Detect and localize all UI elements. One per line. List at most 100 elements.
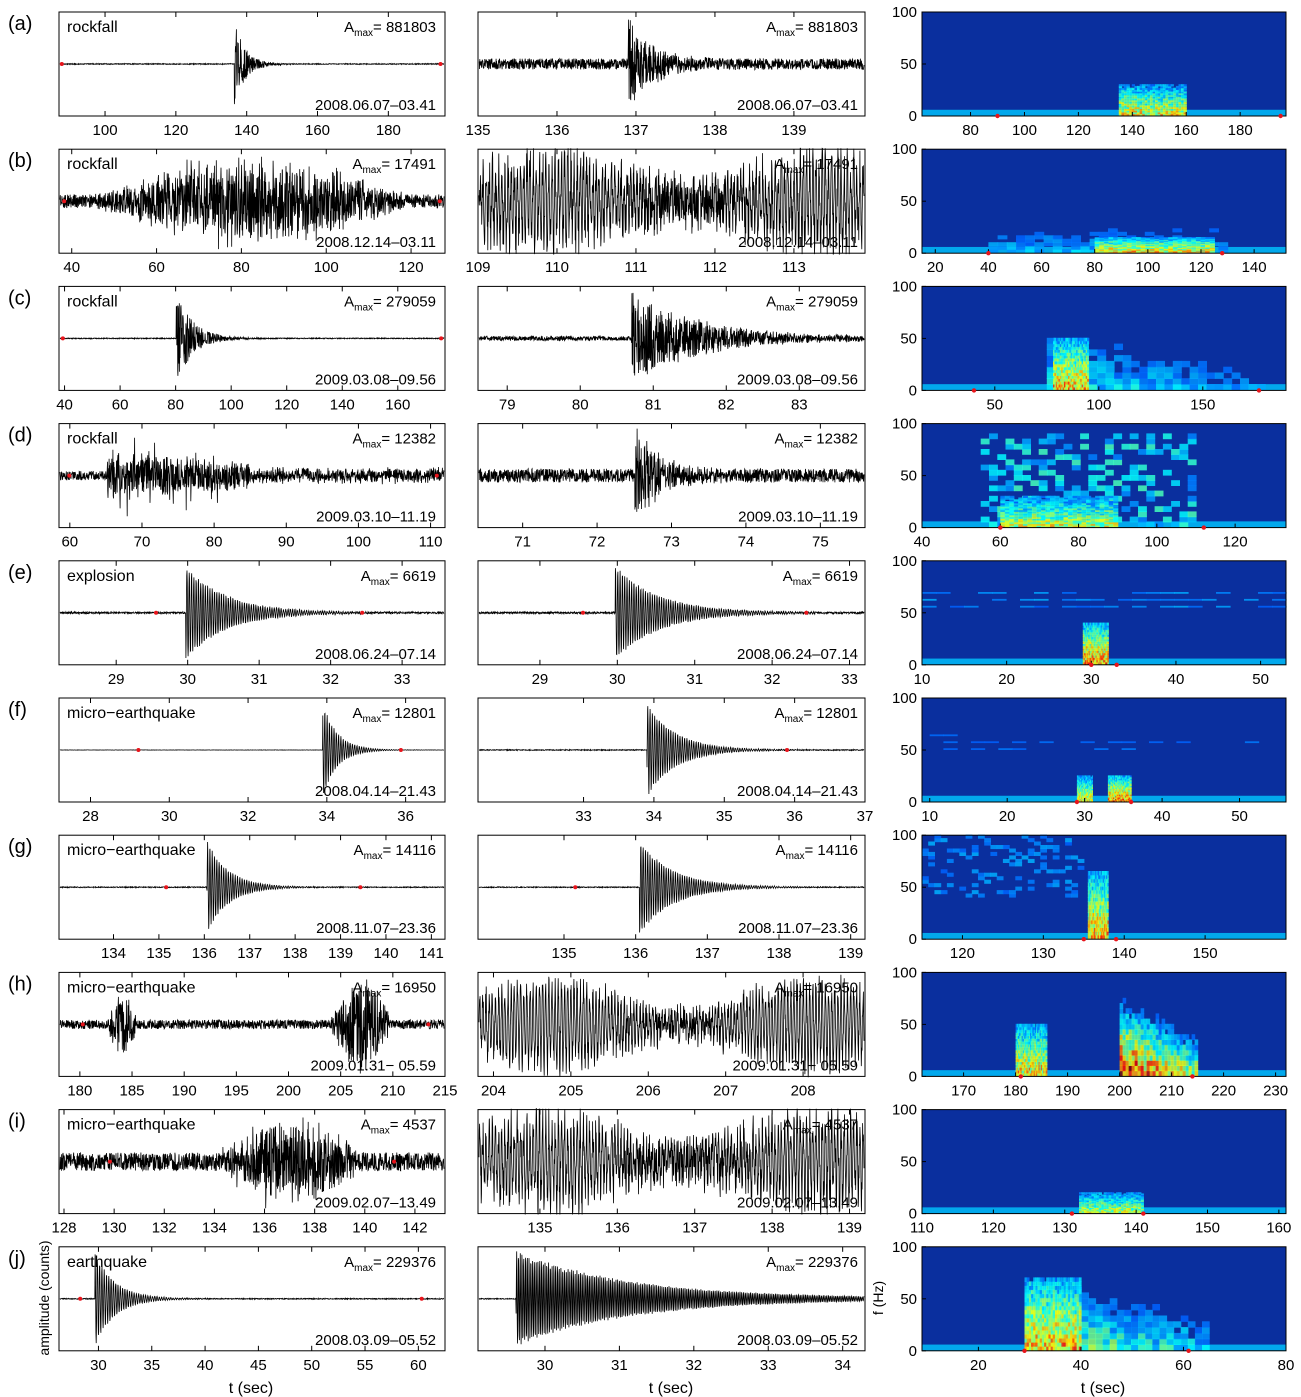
panel-e-full-amax: Amax= 6619: [361, 568, 436, 588]
panel-c-zoom-date: 2009.03.08–09.56: [737, 371, 858, 388]
panel-e-spec-xticklabel-30: 30: [1083, 671, 1100, 688]
panel-f-spec-xticklabel-10: 10: [921, 808, 938, 825]
panel-j-full-date: 2008.03.09–05.52: [315, 1332, 436, 1349]
panel-i-spec-yticklabel-100: 100: [892, 1102, 917, 1119]
panel-b-spec-yticklabel-100: 100: [892, 141, 917, 158]
panel-h-zoom-ticklabel-205: 205: [558, 1082, 583, 1099]
panel-h-zoom-trace: [478, 974, 865, 1078]
panel-j-full-ticklabel-60: 60: [410, 1357, 427, 1374]
panel-f-spec-yticklabel-50: 50: [900, 742, 917, 759]
panel-b-full-ticklabel-80: 80: [233, 259, 250, 276]
panel-f-spec-xticklabel-20: 20: [999, 808, 1016, 825]
panel-d-spec-xticklabel-120: 120: [1223, 534, 1248, 551]
panel-a-spec-xticklabel-100: 100: [1012, 122, 1037, 139]
panel-f-zoom-date: 2008.04.14–21.43: [737, 783, 858, 800]
panel-a-full-trace-marker-0: [59, 62, 64, 66]
panel-f-spec-yticklabel-100: 100: [892, 690, 917, 707]
panel-j-zoom-amax: Amax= 229376: [766, 1254, 858, 1274]
panel-a-spec-yticklabel-0: 0: [909, 108, 917, 125]
panel-e-full-ticklabel-31: 31: [251, 671, 268, 688]
panel-f-full-amax: Amax= 12801: [352, 705, 436, 725]
panel-i-spec-xticklabel-150: 150: [1195, 1220, 1220, 1237]
panel-f-spec-cells: [929, 734, 1260, 802]
panel-b-zoom-ticklabel-111: 111: [625, 259, 648, 276]
panel-d-event-label: rockfall: [67, 431, 118, 448]
panel-g-spec-yticklabel-50: 50: [900, 879, 917, 896]
panel-b-spec-xticklabel-140: 140: [1242, 259, 1267, 276]
panel-d-full-ticklabel-110: 110: [419, 534, 443, 551]
panel-e-event-label: explosion: [67, 568, 135, 585]
panel-i-spec-marker-1: [1141, 1211, 1146, 1216]
panel-c-full-ticklabel-160: 160: [385, 396, 410, 413]
panel-f-spec-xticklabel-50: 50: [1231, 808, 1248, 825]
panel-g-zoom-amax: Amax= 14116: [776, 842, 858, 862]
panel-a-full-ticklabel-160: 160: [305, 122, 330, 139]
panel-h-zoom-ticklabel-208: 208: [791, 1082, 816, 1099]
panel-j-full-ticklabel-40: 40: [197, 1357, 214, 1374]
panel-a-zoom-ticklabel-138: 138: [702, 122, 727, 139]
panel-c-full-trace: [59, 303, 445, 376]
panel-g-zoom-trace: [478, 846, 865, 933]
panel-h-spec-lowband: [922, 1070, 1286, 1077]
panel-a-full-trace: [59, 29, 445, 105]
panel-b-full-trace-marker-1: [437, 199, 442, 204]
panel-d-zoom-ticklabel-73: 73: [663, 534, 680, 551]
panel-b-zoom-ticklabel-112: 112: [703, 259, 727, 276]
panel-i-full-trace-marker-1: [392, 1159, 397, 1164]
panel-e-full-ticklabel-30: 30: [179, 671, 196, 688]
panel-j-full-trace: [59, 1254, 445, 1344]
panel-c-spec-marker-1: [1256, 388, 1262, 393]
panel-j-spec-xticklabel-20: 20: [970, 1357, 987, 1374]
panel-e-waveform-full: 29 30 31 32 33 explosion Amax= 6619 2008.06.24–…: [58, 560, 446, 688]
panel-d-full-ticklabel-100: 100: [346, 534, 371, 551]
panel-d-full-trace-marker-0: [67, 473, 72, 478]
panel-b-spec-xticklabel-100: 100: [1135, 259, 1160, 276]
panel-h-zoom-ticklabel-204: 204: [481, 1082, 506, 1099]
panel-d: (d) 60 70 80 90 100 110 rockfall Amax= 12382 2009…: [8, 416, 1287, 551]
panel-b-spec-marker-1: [1220, 251, 1225, 256]
panel-h-waveform-full: 180 185 190 195 200 205 210 215 micro−earthquake…: [58, 971, 458, 1099]
panel-d-spec-xticklabel-100: 100: [1144, 534, 1169, 551]
panel-b-event-label: rockfall: [67, 156, 118, 173]
panel-g-zoom-trace-marker-0: [573, 885, 578, 890]
panel-b-zoom-trace: [478, 147, 865, 255]
panel-e: (e) 29 30 31 32 33 explosion Amax= 6619 2008.06.…: [8, 553, 1287, 688]
panel-e-spec-yticklabel-50: 50: [900, 605, 917, 622]
panel-d-zoom-ticklabel-72: 72: [589, 534, 606, 551]
panel-j-zoom-date: 2008.03.09–05.52: [737, 1332, 858, 1349]
panel-h-spec-xticklabel-210: 210: [1159, 1082, 1184, 1099]
panel-g-spec-marker-1: [1113, 937, 1119, 942]
panel-b-spec-xticklabel-60: 60: [1033, 259, 1050, 276]
panel-g-full-ticklabel-136: 136: [192, 945, 217, 962]
panel-h-full-amax: Amax= 16950: [352, 979, 436, 999]
panel-e-spec-xticklabel-20: 20: [998, 671, 1015, 688]
panel-f-zoom-ticklabel-34: 34: [646, 808, 663, 825]
panel-j-full-ticklabel-45: 45: [250, 1357, 267, 1374]
panel-a-spec-xticklabel-180: 180: [1228, 122, 1253, 139]
panel-a-zoom-ticklabel-135: 135: [465, 122, 490, 139]
panel-b-full-ticklabel-100: 100: [314, 259, 339, 276]
panel-e-spec-xticklabel-40: 40: [1168, 671, 1185, 688]
panel-j-zoom-ticklabel-33: 33: [760, 1357, 777, 1374]
panel-c-spec-cells: [1046, 337, 1266, 391]
panel-c-spec-xticklabel-100: 100: [1086, 396, 1111, 413]
panel-j-spec-xticklabel-60: 60: [1175, 1357, 1192, 1374]
panel-a-zoom-amax: Amax= 881803: [766, 19, 858, 39]
panel-h-full-ticklabel-205: 205: [328, 1082, 353, 1099]
panel-a-zoom-ticklabel-136: 136: [544, 122, 569, 139]
panel-b-waveform-full: 40 60 80 100 120 rockfall Amax= 17491 2008.12.1…: [58, 148, 446, 276]
panel-b-spec-marker-0: [986, 251, 991, 256]
panel-a-spectrogram: 80 100 120 140 160 180 0 50 100: [892, 4, 1287, 139]
panel-a-waveform-zoom: 135 136 137 138 139 Amax= 881803 2008.06.07–03…: [465, 11, 866, 139]
panel-j-full-ticklabel-50: 50: [303, 1357, 320, 1374]
panel-a-spec-yticklabel-100: 100: [892, 4, 917, 21]
panel-b-full-trace: [59, 156, 445, 250]
panel-i-spec-cells: [1079, 1192, 1144, 1214]
panel-f-spec-yticklabel-0: 0: [909, 794, 917, 811]
panel-d-spec-marker-1: [1201, 525, 1207, 530]
panel-h-full-trace: [59, 979, 445, 1074]
panel-i-spec-marker-0: [1069, 1211, 1075, 1216]
panel-h-full-trace-marker-0: [80, 1022, 85, 1027]
panel-j-spec-xticklabel-40: 40: [1073, 1357, 1090, 1374]
